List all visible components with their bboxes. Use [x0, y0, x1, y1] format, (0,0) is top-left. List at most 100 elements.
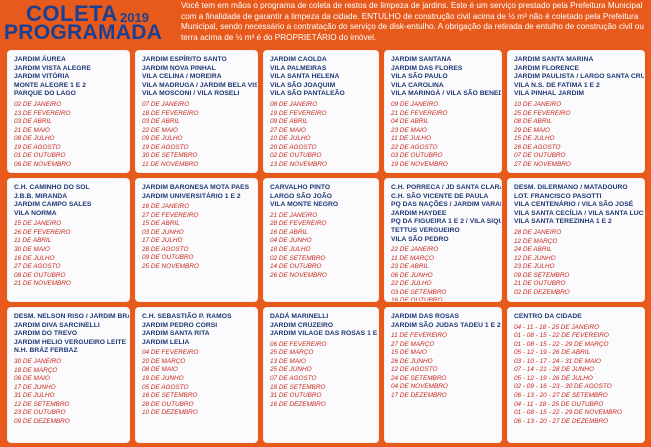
date-list: 10 DE JANEIRO 25 DE FEVEREIRO 08 DE ABRIL 2…	[514, 101, 638, 169]
neighborhood-name: C.H. SEBASTIÃO P. RAMOS	[142, 313, 232, 320]
collection-date: 07 DE JANEIRO	[142, 100, 190, 108]
collection-date: 12 DE SETEMBRO	[14, 400, 70, 408]
header: COLETA 2019 PROGRAMADA Você tem em mãos …	[0, 0, 651, 46]
collection-date: 10 DE JANEIRO	[514, 100, 562, 108]
collection-date: 27 DE FEVEREIRO	[142, 211, 199, 219]
collection-date: 05 - 12 - 19 - 26 DE ABRIL	[514, 349, 591, 357]
collection-date: 12 DE MARÇO	[514, 237, 558, 245]
schedule-card: CARVALHO PINTO LARGO SÃO JOÃO VILA MONTE N…	[263, 178, 379, 302]
collection-date: 06 DE JUNHO	[391, 271, 433, 279]
neighborhood-name: VILA MONTE NEGRO	[270, 201, 339, 209]
collection-date: 12 DE JUNHO	[514, 254, 556, 262]
collection-date: 15 DE MAIO	[391, 349, 427, 357]
date-list: 30 DE JANEIRO 18 DE MARÇO 06 DE MAIO 17 DE …	[14, 358, 123, 426]
neighborhood-name: VILA SÃO PEDRO	[391, 235, 449, 243]
collection-date: 31 DE OUTUBRO	[270, 392, 322, 400]
collection-date: 15 DE JULHO	[514, 135, 555, 143]
collection-date: 03 DE JUNHO	[142, 228, 184, 236]
neighborhood-name: JARDIM CRUZEIRO	[270, 321, 334, 329]
collection-date: 16 DE SETEMBRO	[142, 392, 198, 400]
collection-date: 28 DE AGOSTO	[142, 245, 189, 253]
collection-date: 05 - 12 - 19 - 26 DE JULHO	[514, 374, 593, 382]
collection-date: 06 DE FEVEREIRO	[270, 340, 327, 348]
neighborhood-name: JARDIM UNIVERSITÁRIO 1 E 2	[142, 192, 241, 200]
collection-date: 22 DE AGOSTO	[391, 143, 438, 151]
schedule-card: C.H. SEBASTIÃO P. RAMOS JARDIM PEDRO CORS…	[135, 307, 258, 443]
neighborhood-list: C.H. PORRECA / JD SANTA CLARA C.H. SÃO VI…	[391, 184, 501, 244]
collection-date: 17 DE JULHO	[142, 237, 183, 245]
collection-date: 20 DE MARÇO	[142, 357, 186, 365]
schedule-card: JARDIM ÁUREA JARDIM VISTA ALEGRE JARDIM VI…	[7, 50, 130, 173]
schedule-grid: JARDIM ÁUREA JARDIM VISTA ALEGRE JARDIM VI…	[7, 50, 645, 443]
collection-date: 25 DE MARÇO	[270, 349, 314, 357]
collection-date: 18 DE MARÇO	[14, 366, 58, 374]
neighborhood-name: JARDIM NOVA PINHAL	[142, 64, 216, 72]
collection-date: 14 DE OUTUBRO	[270, 263, 322, 271]
collection-date: 17 DE JUNHO	[14, 383, 56, 391]
schedule-card: CENTRO DA CIDADE 04 - 11 - 18 - 25 DE JAN…	[507, 307, 645, 443]
neighborhood-name: VILA CAROLINA	[391, 81, 444, 89]
collection-date: 08 DE JANEIRO	[270, 100, 318, 108]
collection-date: 16 DE JANEIRO	[142, 203, 190, 211]
neighborhood-name: J.B.B. MIRANDA	[14, 192, 68, 200]
schedule-card: DESM. DILERMANO / MATADOURO LOT. FRANCISC…	[507, 178, 645, 302]
collection-date: 09 DE OUTUBRO	[142, 254, 194, 262]
collection-date: 09 DE JANEIRO	[391, 100, 439, 108]
collection-date: 02 DE JANEIRO	[14, 100, 62, 108]
collection-date: 19 DE NOVEMBRO	[391, 160, 448, 168]
collection-date: 04 - 11 - 18 - 25 DE JANEIRO	[514, 323, 600, 331]
neighborhood-name: JARDIM PAULISTA / LARGO SANTA CRUZ	[514, 73, 645, 81]
neighborhood-name: JARDIM VILAGE DAS ROSAS 1 E 2	[270, 330, 379, 338]
neighborhood-name: JARDIM VISTA ALEGRE	[14, 64, 91, 72]
collection-date: 11 DE MARÇO	[391, 254, 434, 262]
neighborhood-name: JARDIM VITÓRIA	[14, 73, 70, 81]
collection-date: 31 DE JULHO	[14, 392, 55, 400]
date-list: 28 DE JANEIRO 12 DE MARÇO 24 DE ABRIL 12 DE…	[514, 229, 638, 297]
collection-date: 26 DE JUNHO	[391, 357, 433, 365]
collection-date: 18 DE SETEMBRO	[270, 383, 326, 391]
collection-date: 23 DE MAIO	[391, 126, 427, 134]
date-list: 04 DE FEVEREIRO 20 DE MARÇO 08 DE MAIO 19 D…	[142, 349, 251, 417]
collection-date: 10 DE DEZEMBRO	[142, 409, 198, 417]
neighborhood-list: C.H. CAMINHO DO SOL J.B.B. MIRANDA JARDIM …	[14, 184, 123, 218]
collection-date: 03 DE OUTUBRO	[391, 152, 443, 160]
date-list: 06 DE FEVEREIRO 25 DE MARÇO 13 DE MAIO 25 D…	[270, 341, 372, 409]
neighborhood-name: C.H. SÃO VICENTE DE PAULA	[391, 192, 489, 200]
collection-date: 03 - 10 - 17 - 24 - 31 DE MAIO	[514, 357, 602, 365]
neighborhood-name: JARDIM DIVA SARCINELLI	[14, 321, 100, 329]
collection-date: 09 DE DEZEMBRO	[14, 417, 70, 425]
collection-date: 26 DE AGOSTO	[514, 143, 561, 151]
neighborhood-name: VILA SANTA HELENA	[270, 73, 340, 81]
neighborhood-name: JARDIM SANTA MARINA	[514, 56, 594, 63]
collection-date: 01 - 08 - 15 - 22 DE FEVEREIRO	[514, 332, 609, 340]
collection-date: 18 DE FEVEREIRO	[142, 109, 199, 117]
collection-date: 19 DE FEVEREIRO	[270, 109, 327, 117]
collection-date: 06 - 13 - 20 - 27 DE SETEMBRO	[514, 391, 608, 399]
collection-date: 03 DE ABRIL	[142, 118, 180, 126]
date-list: 02 DE JANEIRO 13 DE FEVEREIRO 03 DE ABRIL 2…	[14, 101, 123, 169]
neighborhood-name: JARDIM DAS ROSAS	[391, 313, 460, 320]
neighborhood-name: VILA PINHAL JARDIM	[514, 90, 585, 98]
collection-date: 06 - 13 - 20 - 27 DE DEZEMBRO	[514, 417, 609, 425]
collection-date: 01 - 08 - 15 - 22 - 29 DE MARÇO	[514, 340, 609, 348]
collection-date: 13 DE MAIO	[270, 357, 306, 365]
neighborhood-name: JARDIM ÁUREA	[14, 56, 66, 63]
neighborhood-name: TETTUS VERGUEIRO	[391, 226, 460, 234]
neighborhood-name: JARDIM BARONESA MOTA PAES	[142, 184, 250, 191]
date-list: 08 DE JANEIRO 19 DE FEVEREIRO 09 DE ABRIL 2…	[270, 101, 372, 169]
collection-date: 12 DE AGOSTO	[391, 366, 438, 374]
schedule-card: JARDIM CAOLDA VILA PALMEIRAS VILA SANTA HE…	[263, 50, 379, 173]
neighborhood-name: CARVALHO PINTO	[270, 184, 331, 191]
schedule-card: JARDIM DAS ROSAS JARDIM SÃO JUDAS TADEU 1…	[384, 307, 502, 443]
collection-date: 27 DE MARÇO	[391, 340, 435, 348]
collection-date: 24 DE SETEMBRO	[391, 374, 447, 382]
date-list: 04 - 11 - 18 - 25 DE JANEIRO 01 - 08 - 15…	[514, 324, 638, 427]
collection-date: 21 DE NOVEMBRO	[14, 280, 71, 288]
collection-date: 04 DE NOVEMBRO	[391, 383, 448, 391]
title-coleta: COLETA	[26, 1, 118, 26]
neighborhood-list: JARDIM BARONESA MOTA PAES JARDIM UNIVERSI…	[142, 184, 251, 201]
collection-date: 16 DE ABRIL	[270, 228, 308, 236]
date-list: 16 DE JANEIRO 27 DE FEVEREIRO 15 DE ABRIL 0…	[142, 203, 251, 271]
neighborhood-list: CENTRO DA CIDADE	[514, 313, 638, 322]
collection-date: 25 DE FEVEREIRO	[514, 109, 571, 117]
